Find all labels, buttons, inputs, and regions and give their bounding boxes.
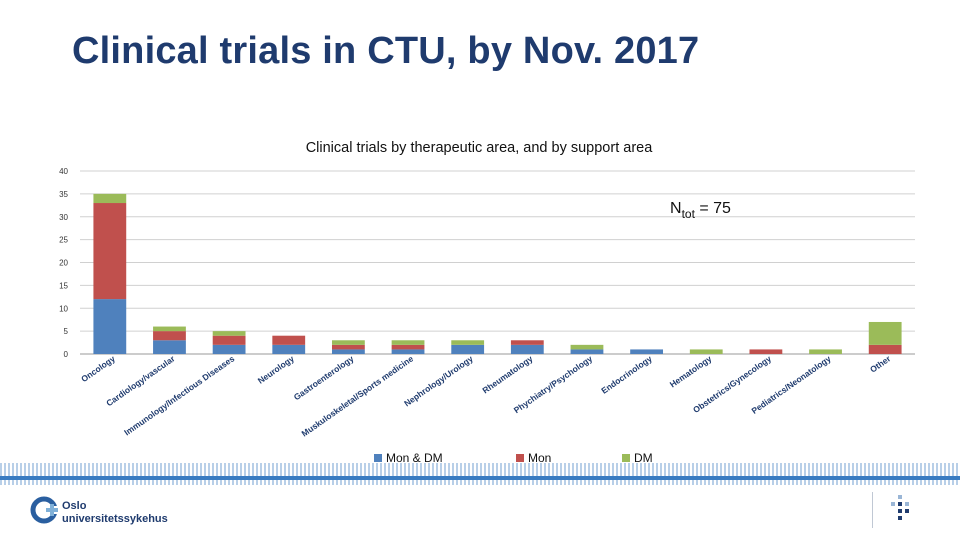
bar-segment	[391, 349, 425, 354]
bar-segment	[212, 344, 246, 354]
x-tick-label: Oncology	[79, 353, 117, 384]
bar-segment	[272, 344, 306, 354]
y-axis-ticks: 0 5 10 15 20 25 30 35 40	[59, 167, 68, 359]
bar-segment	[331, 344, 365, 350]
ntot-annotation: Ntot = 75	[670, 200, 731, 221]
bar-segment	[331, 349, 365, 354]
y-tick-label: 30	[59, 213, 68, 222]
bar-segment	[451, 340, 485, 345]
x-tick-label: Other	[868, 353, 893, 375]
bar-segment	[93, 299, 127, 354]
ntot-value: = 75	[695, 200, 731, 217]
y-tick-label: 0	[64, 350, 69, 359]
y-tick-label: 20	[59, 259, 68, 268]
footer-stripe-line	[0, 476, 960, 480]
bar-segment	[93, 193, 127, 204]
legend-swatch	[374, 454, 382, 462]
x-tick-label: Neurology	[256, 353, 296, 385]
bar-segment	[868, 344, 902, 354]
footer-divider	[872, 492, 873, 528]
x-tick-label: Muskuloskeletal/Sports medicine	[300, 353, 416, 438]
bar-segment	[689, 349, 723, 354]
bar-segment	[510, 340, 544, 345]
bars	[93, 193, 902, 354]
bar-segment	[630, 349, 664, 354]
bar-segment	[391, 344, 425, 350]
chart-title: Clinical trials by therapeutic area, and…	[306, 140, 654, 156]
bar-segment	[153, 326, 186, 332]
x-tick-label: Immunology/Infectious Diseases	[122, 353, 236, 437]
y-tick-label: 5	[64, 327, 69, 336]
oslo-university-hospital-logo-icon	[30, 496, 61, 524]
bar-segment	[212, 331, 246, 336]
x-tick-label: Endocrinology	[599, 353, 654, 395]
y-tick-label: 40	[59, 167, 68, 176]
legend-label: Mon	[528, 451, 551, 465]
legend-label: DM	[634, 451, 653, 465]
y-tick-label: 10	[59, 304, 68, 313]
y-tick-label: 15	[59, 281, 68, 290]
y-tick-label: 25	[59, 236, 68, 245]
bar-segment	[391, 340, 425, 345]
bar-segment	[749, 349, 783, 354]
ntot-subscript: tot	[682, 207, 696, 221]
x-tick-label: Hematology	[668, 353, 714, 389]
bar-segment	[570, 344, 604, 350]
logo-text-line1: Oslo	[62, 500, 87, 512]
gridlines	[80, 170, 915, 355]
bar-segment	[451, 344, 485, 354]
x-tick-label: Gastroenterology	[292, 353, 356, 402]
bar-segment	[809, 349, 842, 354]
bar-segment	[570, 349, 604, 354]
legend-swatch	[622, 454, 630, 462]
stacked-bar-chart: Clinical trials by therapeutic area, and…	[59, 140, 915, 465]
bar-segment	[153, 340, 186, 354]
legend-label: Mon & DM	[386, 451, 443, 465]
x-tick-label: Rheumatology	[480, 353, 534, 395]
legend: Mon & DM Mon DM	[374, 451, 653, 465]
bar-segment	[153, 331, 186, 341]
bar-segment	[272, 335, 306, 345]
bar-segment	[93, 203, 127, 300]
footer-stripe	[0, 463, 960, 485]
slide-title: Clinical trials in CTU, by Nov. 2017	[72, 30, 700, 72]
dots-logo-icon	[891, 495, 909, 520]
legend-swatch	[516, 454, 524, 462]
ntot-letter: N	[670, 200, 682, 217]
bar-segment	[212, 335, 246, 345]
bar-segment	[510, 344, 544, 354]
y-tick-label: 35	[59, 190, 68, 199]
x-axis-ticks: OncologyCardiology/vascularImmunology/In…	[79, 353, 893, 439]
bar-segment	[868, 321, 902, 345]
logo-text-line2: universitetssykehus	[62, 513, 168, 525]
bar-segment	[331, 340, 365, 345]
